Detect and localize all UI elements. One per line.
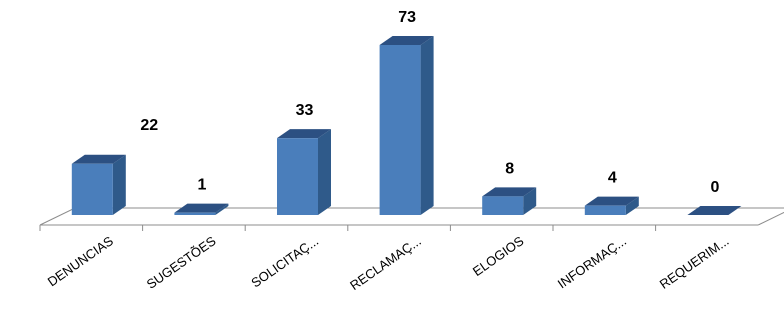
bar-2 [174,203,229,215]
bar-7 [687,206,742,215]
bar-1 [71,154,126,215]
bar-side-face [318,129,331,215]
bar-front-face [379,45,421,215]
bar-front-face [174,212,216,215]
floor-back-edge [39,207,784,226]
x-tick-label: RECLAMAÇ... [347,233,424,293]
data-label: 22 [140,117,158,134]
bar-side-face [112,154,126,215]
chart-floor [39,207,784,231]
value-labels-group: 22 1 33 73 8 4 0 [140,9,719,196]
data-label: 1 [197,177,206,194]
bar-top-face [174,203,229,213]
data-label: 73 [398,9,416,26]
bars-group [71,36,742,215]
bar-top-face [687,206,742,215]
bar-top-face [277,129,331,139]
bar-side-face [215,203,229,215]
data-label: 0 [710,179,719,196]
data-label: 33 [296,102,314,119]
bar-5 [482,187,537,215]
bar-3 [277,129,331,215]
x-tick-label: SOLICITAÇ... [248,233,321,290]
bar-front-face [277,138,318,215]
bar-front-face [482,196,524,215]
data-label: 4 [608,170,617,187]
x-tick-label: DENUNCIAS [45,233,117,289]
bar-top-face [71,154,126,164]
bar-top-face [379,36,434,45]
bar-6 [584,196,639,215]
x-tick-label: ELOGIOS [470,233,527,279]
category-labels-group: DENUNCIAS SUGESTÕES SOLICITAÇ... RECLAMAÇ..… [45,233,732,293]
bar-side-face [523,187,537,215]
x-tick-label: INFORMAÇ... [555,233,629,291]
bar-top-face [482,187,537,197]
x-tick-label: REQUERIM... [657,233,732,292]
bar-4 [379,36,434,215]
bar-front-face [584,205,626,215]
bar-side-face [625,196,639,215]
bar-top-face [584,196,639,206]
bar-front-face [71,163,113,215]
bar-side-face [420,36,434,215]
data-label: 8 [505,160,514,177]
x-tick-label: SUGESTÕES [144,233,219,292]
